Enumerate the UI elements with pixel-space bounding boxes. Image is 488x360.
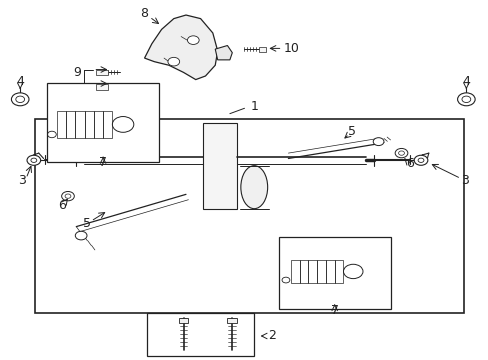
Bar: [84, 111, 94, 138]
Text: 7: 7: [99, 156, 107, 169]
Text: 3: 3: [460, 174, 468, 186]
Polygon shape: [144, 15, 217, 80]
Circle shape: [16, 96, 24, 103]
Bar: [203, 123, 237, 209]
Circle shape: [398, 151, 404, 155]
Circle shape: [413, 155, 427, 165]
Bar: [334, 260, 343, 283]
Circle shape: [61, 192, 74, 201]
Bar: [290, 260, 299, 283]
Bar: [35, 119, 463, 313]
Circle shape: [372, 138, 383, 145]
Circle shape: [65, 194, 71, 198]
Bar: [259, 46, 266, 51]
Bar: [147, 313, 254, 356]
Bar: [278, 237, 390, 309]
Circle shape: [394, 148, 407, 158]
Text: 3: 3: [18, 174, 26, 186]
Bar: [308, 260, 317, 283]
Text: 6: 6: [406, 157, 413, 170]
Text: 8: 8: [140, 7, 148, 20]
Text: 4: 4: [16, 75, 24, 88]
Circle shape: [417, 158, 423, 162]
Bar: [47, 83, 159, 162]
Bar: [325, 260, 334, 283]
Circle shape: [31, 158, 37, 162]
Circle shape: [167, 57, 179, 66]
Text: 5: 5: [347, 125, 355, 138]
Text: 2: 2: [267, 329, 275, 342]
Bar: [317, 260, 325, 283]
Bar: [96, 69, 108, 75]
Text: 6: 6: [58, 199, 65, 212]
Bar: [96, 84, 108, 90]
Circle shape: [457, 93, 474, 106]
Bar: [66, 111, 75, 138]
Text: 10: 10: [283, 42, 299, 55]
Bar: [94, 111, 103, 138]
Circle shape: [75, 231, 87, 240]
Bar: [299, 260, 308, 283]
Text: 5: 5: [83, 216, 91, 230]
Text: 1: 1: [250, 100, 258, 113]
Bar: [103, 111, 112, 138]
Ellipse shape: [241, 166, 267, 209]
Text: 9: 9: [73, 66, 81, 79]
Circle shape: [27, 155, 41, 165]
Bar: [227, 318, 237, 323]
Text: 7: 7: [330, 304, 338, 317]
Bar: [57, 111, 66, 138]
Circle shape: [461, 96, 470, 103]
Text: 4: 4: [462, 75, 469, 88]
Bar: [178, 318, 188, 323]
Bar: [75, 111, 84, 138]
Circle shape: [11, 93, 29, 106]
Circle shape: [187, 36, 199, 44]
Polygon shape: [215, 45, 232, 60]
